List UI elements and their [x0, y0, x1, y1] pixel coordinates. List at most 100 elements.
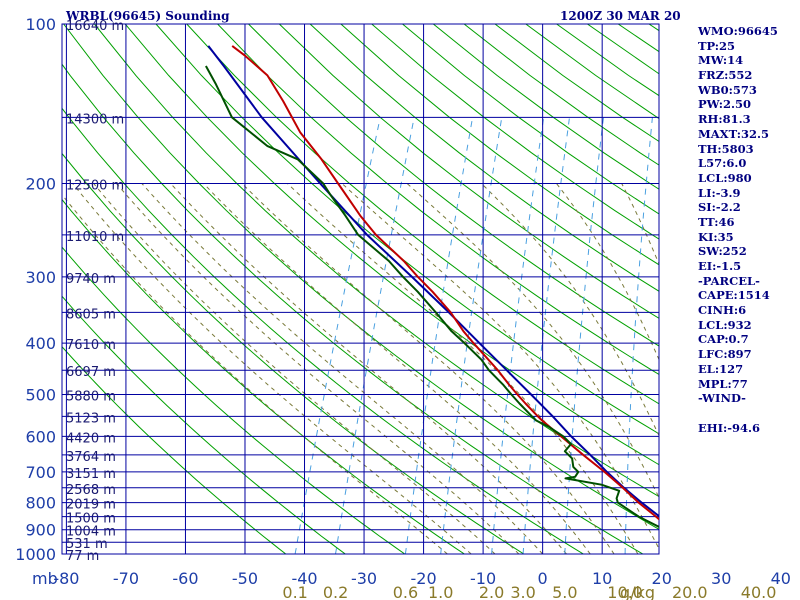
pressure-tick-label: 1000 — [15, 545, 56, 564]
height-label: 2019 m — [66, 498, 116, 513]
temperature-tick-label: 30 — [711, 569, 731, 588]
temperature-tick-label: -50 — [232, 569, 258, 588]
index-item: TH:5803 — [698, 141, 754, 156]
moist-adiabat — [203, 183, 591, 554]
temperature-tick-label: -70 — [113, 569, 139, 588]
mixing-ratio-tick-label: 3.0 — [510, 583, 535, 600]
mixing-ratio-tick-label: 2.0 — [479, 583, 504, 600]
index-item: LCL:932 — [698, 317, 752, 332]
mixing-ratio-tick-label: 0.6 — [393, 583, 418, 600]
height-label: 6697 m — [66, 365, 116, 380]
temperature-tick-label: -20 — [411, 569, 437, 588]
temperature-tick-label: 20 — [652, 569, 672, 588]
mixing-ratio-unit-label: g/kg — [620, 583, 655, 600]
height-label: 9740 m — [66, 272, 116, 287]
temperature-tick-label: -10 — [470, 569, 496, 588]
index-item: EI:-1.5 — [698, 259, 742, 273]
height-label: 1004 m — [66, 525, 116, 540]
mixing-ratio-line — [294, 117, 381, 554]
height-label: 11010 m — [66, 230, 124, 245]
moist-adiabat — [170, 183, 567, 554]
temperature-tick-label: -40 — [291, 569, 317, 588]
mixing-ratio-lines — [294, 117, 653, 554]
index-item: LCL:980 — [698, 170, 752, 185]
pressure-tick-label: 400 — [25, 334, 56, 353]
series-temperature — [231, 45, 659, 521]
index-item: -WIND- — [698, 391, 746, 406]
index-item: MW:14 — [698, 53, 744, 68]
index-item: MPL:77 — [698, 376, 748, 391]
index-item: L57:6.0 — [698, 156, 747, 171]
pressure-tick-label: 700 — [25, 463, 56, 482]
index-item: CINH:6 — [698, 303, 747, 318]
index-item: LI:-3.9 — [698, 185, 741, 200]
height-label: 4420 m — [66, 431, 116, 446]
pressure-tick-label: 300 — [25, 268, 56, 287]
mixing-ratio-tick-label: 0.2 — [323, 583, 348, 600]
index-item: LFC:897 — [698, 347, 752, 362]
moist-adiabat — [93, 183, 496, 554]
index-item: -PARCEL- — [698, 273, 760, 288]
pressure-tick-label: 900 — [25, 521, 56, 540]
height-label: 5123 m — [66, 411, 116, 426]
height-label: 1500 m — [66, 512, 116, 527]
index-item: TP:25 — [698, 38, 736, 53]
plot-frame — [61, 23, 660, 555]
pressure-tick-label: 200 — [25, 175, 56, 194]
temperature-tick-label: 0 — [538, 569, 548, 588]
pressure-unit-label: mb — [32, 569, 58, 588]
height-label: 77 m — [66, 549, 99, 564]
height-label: 3151 m — [66, 467, 116, 482]
height-label: 12500 m — [66, 179, 124, 194]
height-label: 3764 m — [66, 450, 116, 465]
index-item: SW:252 — [698, 244, 747, 259]
index-item: TT:46 — [698, 214, 735, 229]
index-item: MAXT:32.5 — [698, 126, 769, 141]
pressure-temperature-grid — [61, 23, 660, 555]
index-item: WMO:96645 — [698, 24, 778, 38]
mixing-ratio-tick-label: 20.0 — [672, 583, 708, 600]
height-label: 5880 m — [66, 389, 116, 404]
temperature-tick-label: -30 — [351, 569, 377, 588]
series-dewpoint — [205, 65, 659, 528]
moist-adiabat — [241, 183, 615, 554]
mixing-ratio-tick-label: 0.1 — [282, 583, 307, 600]
mixing-ratio-line — [335, 117, 415, 554]
index-item: RH:81.3 — [698, 112, 751, 127]
indices-panel: WMO:96645 TP:25 MW:14 FRZ:552 WB0:573 PW:2.50… — [698, 24, 798, 435]
temperature-tick-label: -60 — [172, 569, 198, 588]
pressure-tick-label: 800 — [25, 494, 56, 513]
mixing-ratio-tick-label: 10.0 — [607, 583, 643, 600]
index-item: CAPE:1514 — [698, 288, 770, 303]
mixing-ratio-tick-label: 1.0 — [428, 583, 453, 600]
moist-adiabat — [556, 183, 659, 361]
index-item: CAP:0.7 — [698, 332, 749, 347]
height-label: 16640 m — [66, 19, 124, 34]
temperature-tick-label: 10 — [592, 569, 612, 588]
index-item: SI:-2.2 — [698, 200, 741, 215]
height-label: 2568 m — [66, 483, 116, 498]
mixing-ratio-tick-label: 40.0 — [741, 583, 777, 600]
temperature-tick-label: -80 — [53, 569, 79, 588]
height-label: 7610 m — [66, 338, 116, 353]
index-item — [698, 406, 798, 421]
chart-title: WRBL(96645) Sounding — [65, 9, 230, 23]
index-item: FRZ:552 — [698, 68, 753, 83]
mixing-ratio-tick-label: 5.0 — [552, 583, 577, 600]
pressure-tick-label: 100 — [25, 15, 56, 34]
height-label: 8605 m — [66, 307, 116, 322]
pressure-tick-label: 500 — [25, 385, 56, 404]
pressure-tick-label: 600 — [25, 427, 56, 446]
index-item: KI:35 — [698, 229, 734, 244]
index-item: EL:127 — [698, 361, 744, 376]
height-label: 14300 m — [66, 112, 124, 127]
index-item: PW:2.50 — [698, 97, 752, 112]
temperature-tick-label: 40 — [771, 569, 791, 588]
chart-timestamp: 1200Z 30 MAR 20 — [560, 9, 681, 23]
index-item: WB0:573 — [698, 82, 757, 97]
sounding-profiles — [205, 45, 659, 528]
height-label: 531 m — [66, 537, 108, 552]
index-item: EHI:-94.6 — [698, 420, 761, 435]
